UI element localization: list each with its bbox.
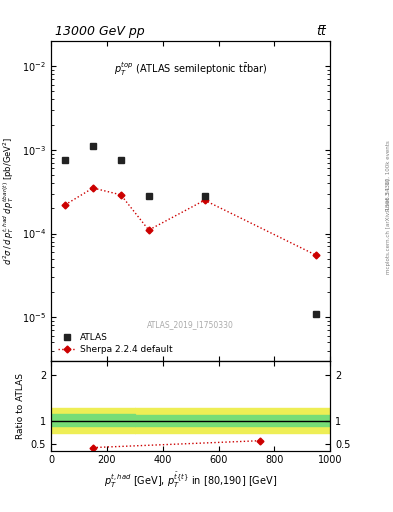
Text: $p_T^{top}$ (ATLAS semileptonic t$\bar{t}$bar): $p_T^{top}$ (ATLAS semileptonic t$\bar{t…	[114, 60, 267, 78]
Sherpa 2.2.4 default	[63, 202, 68, 208]
Text: Rivet 3.1.10, 100k events: Rivet 3.1.10, 100k events	[386, 140, 391, 211]
Y-axis label: $d^2\sigma\,/\,d\,p_T^{t,had}\,d\,p_T^{\bar{t}bar(t)}$ [pb/GeV$^2$]: $d^2\sigma\,/\,d\,p_T^{t,had}\,d\,p_T^{\…	[0, 137, 17, 265]
Sherpa 2.2.4 default	[202, 197, 207, 203]
Sherpa 2.2.4 default	[91, 185, 95, 191]
Sherpa 2.2.4 default	[147, 227, 151, 233]
Text: tt̅: tt̅	[316, 26, 326, 38]
X-axis label: $p_T^{t,had}$ [GeV], $p_T^{\bar{t}\{t\}}$ in [80,190] [GeV]: $p_T^{t,had}$ [GeV], $p_T^{\bar{t}\{t\}}…	[104, 471, 277, 490]
ATLAS	[119, 157, 123, 163]
Legend: ATLAS, Sherpa 2.2.4 default: ATLAS, Sherpa 2.2.4 default	[55, 330, 175, 356]
Text: 13000 GeV pp: 13000 GeV pp	[55, 26, 145, 38]
Y-axis label: Ratio to ATLAS: Ratio to ATLAS	[16, 373, 25, 439]
ATLAS	[202, 193, 207, 199]
ATLAS	[63, 157, 68, 163]
Text: ATLAS_2019_I1750330: ATLAS_2019_I1750330	[147, 320, 234, 329]
Sherpa 2.2.4 default	[119, 192, 123, 198]
Sherpa 2.2.4 default	[314, 252, 319, 259]
ATLAS	[314, 311, 319, 317]
ATLAS	[147, 193, 151, 199]
Line: ATLAS: ATLAS	[62, 143, 320, 317]
Line: Sherpa 2.2.4 default: Sherpa 2.2.4 default	[62, 185, 319, 258]
Text: mcplots.cern.ch [arXiv:1306.3436]: mcplots.cern.ch [arXiv:1306.3436]	[386, 179, 391, 274]
ATLAS	[91, 143, 95, 150]
